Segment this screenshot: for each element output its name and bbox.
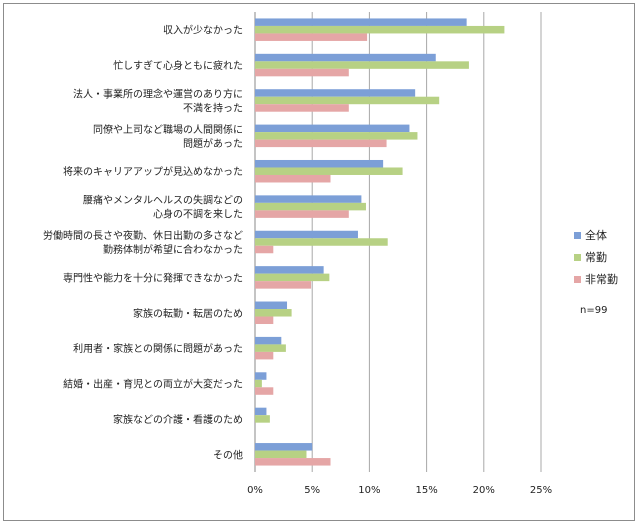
bar-全体 bbox=[255, 89, 416, 97]
bar-常勤 bbox=[255, 61, 469, 69]
legend-swatch bbox=[574, 276, 581, 283]
bar-常勤 bbox=[255, 132, 418, 140]
bar-常勤 bbox=[255, 344, 286, 352]
category-labels: 収入が少なかった忙しすぎて心身ともに疲れた法人・事業所の理念や運営のあり方に不満… bbox=[43, 24, 243, 462]
bar-常勤 bbox=[255, 167, 403, 175]
category-label: 労働時間の長さや夜勤、休日出勤の多さなど勤務体制が希望に合わなかった bbox=[43, 229, 243, 256]
bar-常勤 bbox=[255, 309, 292, 317]
x-axis-tick-labels: 0% 5% 10% 15% 20% 25% bbox=[247, 485, 552, 496]
legend-label: 全体 bbox=[585, 228, 607, 242]
category-label: 収入が少なかった bbox=[163, 24, 243, 37]
bar-常勤 bbox=[255, 202, 366, 211]
bar-常勤 bbox=[255, 415, 270, 423]
bar-非常勤 bbox=[255, 33, 368, 41]
bar-全体 bbox=[255, 372, 267, 380]
bar-非常勤 bbox=[255, 68, 349, 77]
x-tick-label: 0% bbox=[247, 485, 263, 496]
bars bbox=[255, 18, 505, 466]
bar-非常勤 bbox=[255, 351, 274, 360]
bar-全体 bbox=[255, 159, 384, 168]
category-label: 家族などの介護・看護のため bbox=[113, 413, 243, 426]
x-tick-label: 10% bbox=[358, 485, 380, 496]
bar-非常勤 bbox=[255, 316, 274, 325]
bar-全体 bbox=[255, 230, 358, 239]
bar-全体 bbox=[255, 195, 362, 203]
bar-全体 bbox=[255, 301, 288, 310]
bar-全体 bbox=[255, 443, 313, 451]
bar-常勤 bbox=[255, 96, 440, 105]
legend-label: 非常勤 bbox=[585, 273, 618, 286]
category-label: 利用者・家族との関係に問題があった bbox=[73, 342, 243, 355]
category-label: 同僚や上司など職場の人間関係に問題があった bbox=[93, 123, 243, 150]
bar-全体 bbox=[255, 266, 324, 274]
bar-全体 bbox=[255, 18, 467, 26]
x-tick-label: 15% bbox=[415, 485, 437, 496]
legend-label: 常勤 bbox=[585, 251, 607, 264]
bar-非常勤 bbox=[255, 387, 274, 395]
bar-非常勤 bbox=[255, 281, 312, 289]
category-label: 家族の転勤・転居のため bbox=[133, 307, 243, 320]
category-label: 専門性や能力を十分に発揮できなかった bbox=[63, 271, 243, 284]
x-tick-label: 25% bbox=[530, 485, 552, 496]
category-label: その他 bbox=[213, 448, 243, 461]
category-label: 法人・事業所の理念や運営のあり方に不満を持った bbox=[73, 87, 243, 114]
gridlines bbox=[254, 12, 542, 472]
bar-非常勤 bbox=[255, 210, 349, 218]
bar-常勤 bbox=[255, 25, 505, 34]
bar-非常勤 bbox=[255, 245, 274, 254]
bar-全体 bbox=[255, 336, 282, 345]
bar-非常勤 bbox=[255, 174, 331, 183]
bar-常勤 bbox=[255, 273, 330, 282]
bar-全体 bbox=[255, 407, 267, 416]
legend-swatch bbox=[574, 254, 581, 261]
bar-常勤 bbox=[255, 450, 307, 459]
category-label: 将来のキャリアアップが見込めなかった bbox=[63, 165, 243, 178]
bar-全体 bbox=[255, 124, 410, 133]
x-tick-label: 5% bbox=[304, 485, 320, 496]
bar-常勤 bbox=[255, 379, 262, 388]
bar-全体 bbox=[255, 53, 436, 62]
bar-非常勤 bbox=[255, 104, 349, 112]
category-label: 結婚・出産・育児との両立が大変だった bbox=[63, 378, 243, 391]
bar-常勤 bbox=[255, 238, 388, 246]
bar-非常勤 bbox=[255, 458, 331, 466]
legend-swatch bbox=[574, 232, 581, 239]
sample-size-note: n=99 bbox=[580, 305, 607, 316]
x-tick-label: 20% bbox=[473, 485, 495, 496]
category-label: 腰痛やメンタルヘルスの失調などの心身の不調を来した bbox=[83, 194, 243, 221]
bar-非常勤 bbox=[255, 139, 387, 148]
category-label: 忙しすぎて心身ともに疲れた bbox=[113, 59, 243, 72]
